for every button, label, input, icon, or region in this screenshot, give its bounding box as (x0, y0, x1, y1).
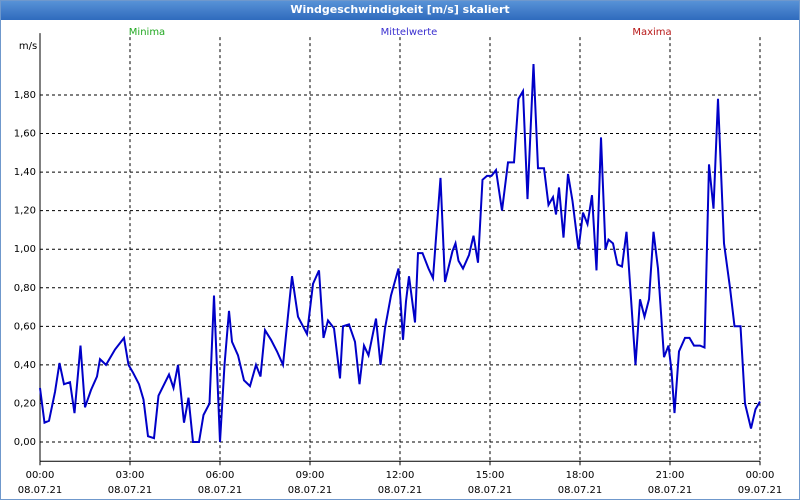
y-tick-label: 0,80 (14, 283, 36, 294)
x-tick-label: 21:00 (656, 470, 685, 481)
x-tick-date: 08.07.21 (198, 485, 243, 496)
x-tick-label: 03:00 (116, 470, 145, 481)
data-line (39, 64, 761, 443)
title-bar (0, 0, 800, 20)
x-tick-date: 08.07.21 (108, 485, 153, 496)
y-tick-label: 0,20 (14, 398, 36, 409)
x-tick-date: 08.07.21 (558, 485, 603, 496)
x-tick-label: 15:00 (476, 470, 505, 481)
x-tick-date: 08.07.21 (648, 485, 693, 496)
x-tick-date: 08.07.21 (378, 485, 423, 496)
window-title: Windgeschwindigkeit [m/s] skaliert (290, 3, 509, 16)
y-tick-label: 0,00 (14, 437, 36, 448)
y-tick-label: 1,20 (14, 206, 36, 217)
x-tick-label: 18:00 (566, 470, 595, 481)
y-tick-label: 1,60 (14, 129, 36, 140)
y-tick-label: 1,80 (14, 90, 36, 101)
header-label: Minima (129, 27, 165, 38)
x-tick-label: 12:00 (386, 470, 415, 481)
y-tick-label: 1,40 (14, 167, 36, 178)
x-tick-label: 09:00 (296, 470, 325, 481)
x-tick-date: 09.07.21 (738, 485, 783, 496)
x-tick-date: 08.07.21 (468, 485, 513, 496)
header-label: Mittelwerte (381, 27, 438, 38)
y-tick-label: 1,00 (14, 244, 36, 255)
y-tick-label: 0,60 (14, 321, 36, 332)
x-tick-label: 00:00 (746, 470, 775, 481)
header-label: Maxima (632, 27, 671, 38)
x-tick-label: 06:00 (206, 470, 235, 481)
x-tick-label: 00:00 (26, 470, 55, 481)
y-tick-label: 0,40 (14, 360, 36, 371)
x-tick-date: 08.07.21 (18, 485, 63, 496)
x-tick-date: 08.07.21 (288, 485, 333, 496)
y-axis-label: m/s (19, 41, 37, 52)
